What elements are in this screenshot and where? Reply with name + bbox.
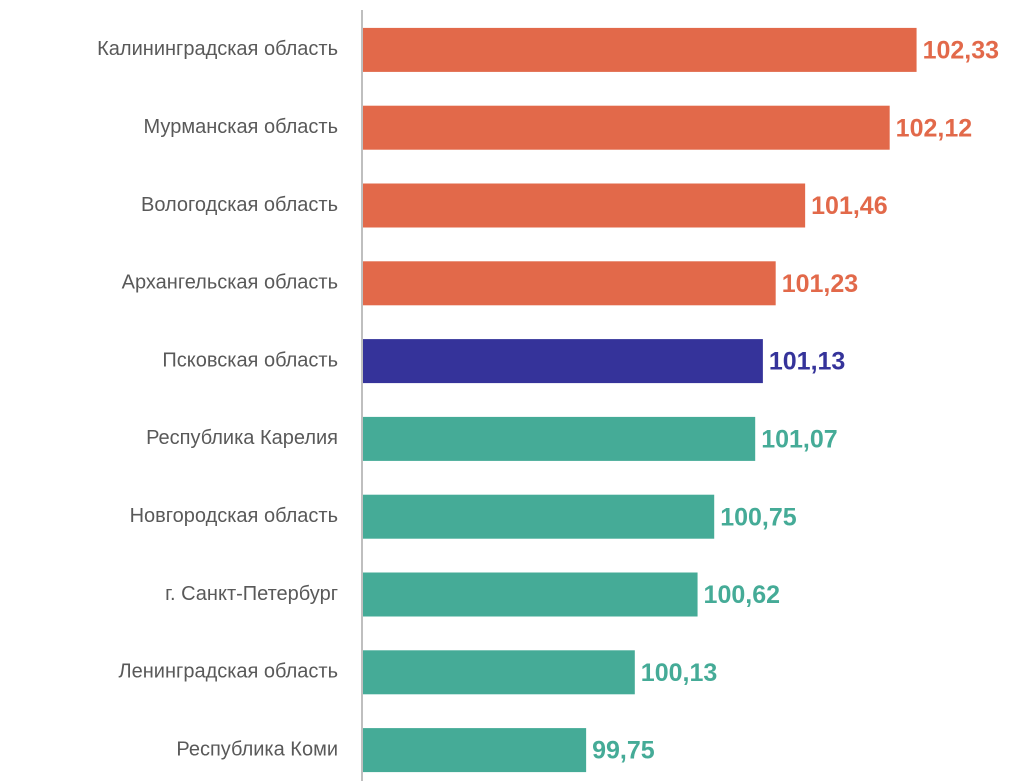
- bar: [362, 728, 587, 773]
- category-label: Вологодская область: [141, 194, 338, 216]
- bar: [362, 183, 806, 228]
- value-label: 100,13: [641, 659, 717, 687]
- value-label: 102,12: [896, 114, 972, 142]
- value-label: 100,62: [704, 581, 780, 609]
- category-label: Ленинградская область: [119, 661, 338, 683]
- bar: [362, 261, 776, 306]
- category-label: Калининградская область: [97, 38, 338, 60]
- category-label: Архангельская область: [122, 272, 338, 294]
- category-label: Мурманская область: [144, 116, 338, 138]
- value-label: 101,23: [782, 270, 858, 298]
- value-label: 99,75: [592, 737, 655, 765]
- value-label: 101,46: [811, 192, 887, 220]
- bar: [362, 416, 756, 461]
- value-label: 100,75: [720, 503, 797, 531]
- bar: [362, 339, 763, 384]
- category-label: г. Санкт-Петербург: [165, 583, 338, 605]
- category-label: Республика Коми: [176, 738, 338, 760]
- category-label: Псковская область: [162, 349, 338, 371]
- bar: [362, 105, 890, 150]
- category-label: Новгородская область: [130, 505, 338, 527]
- category-label: Республика Карелия: [146, 427, 338, 449]
- bar: [362, 27, 917, 72]
- value-label: 102,33: [923, 37, 999, 65]
- bar: [362, 494, 715, 539]
- bar: [362, 650, 635, 695]
- value-label: 101,07: [761, 426, 837, 454]
- value-label: 101,13: [769, 348, 845, 376]
- bar: [362, 572, 698, 617]
